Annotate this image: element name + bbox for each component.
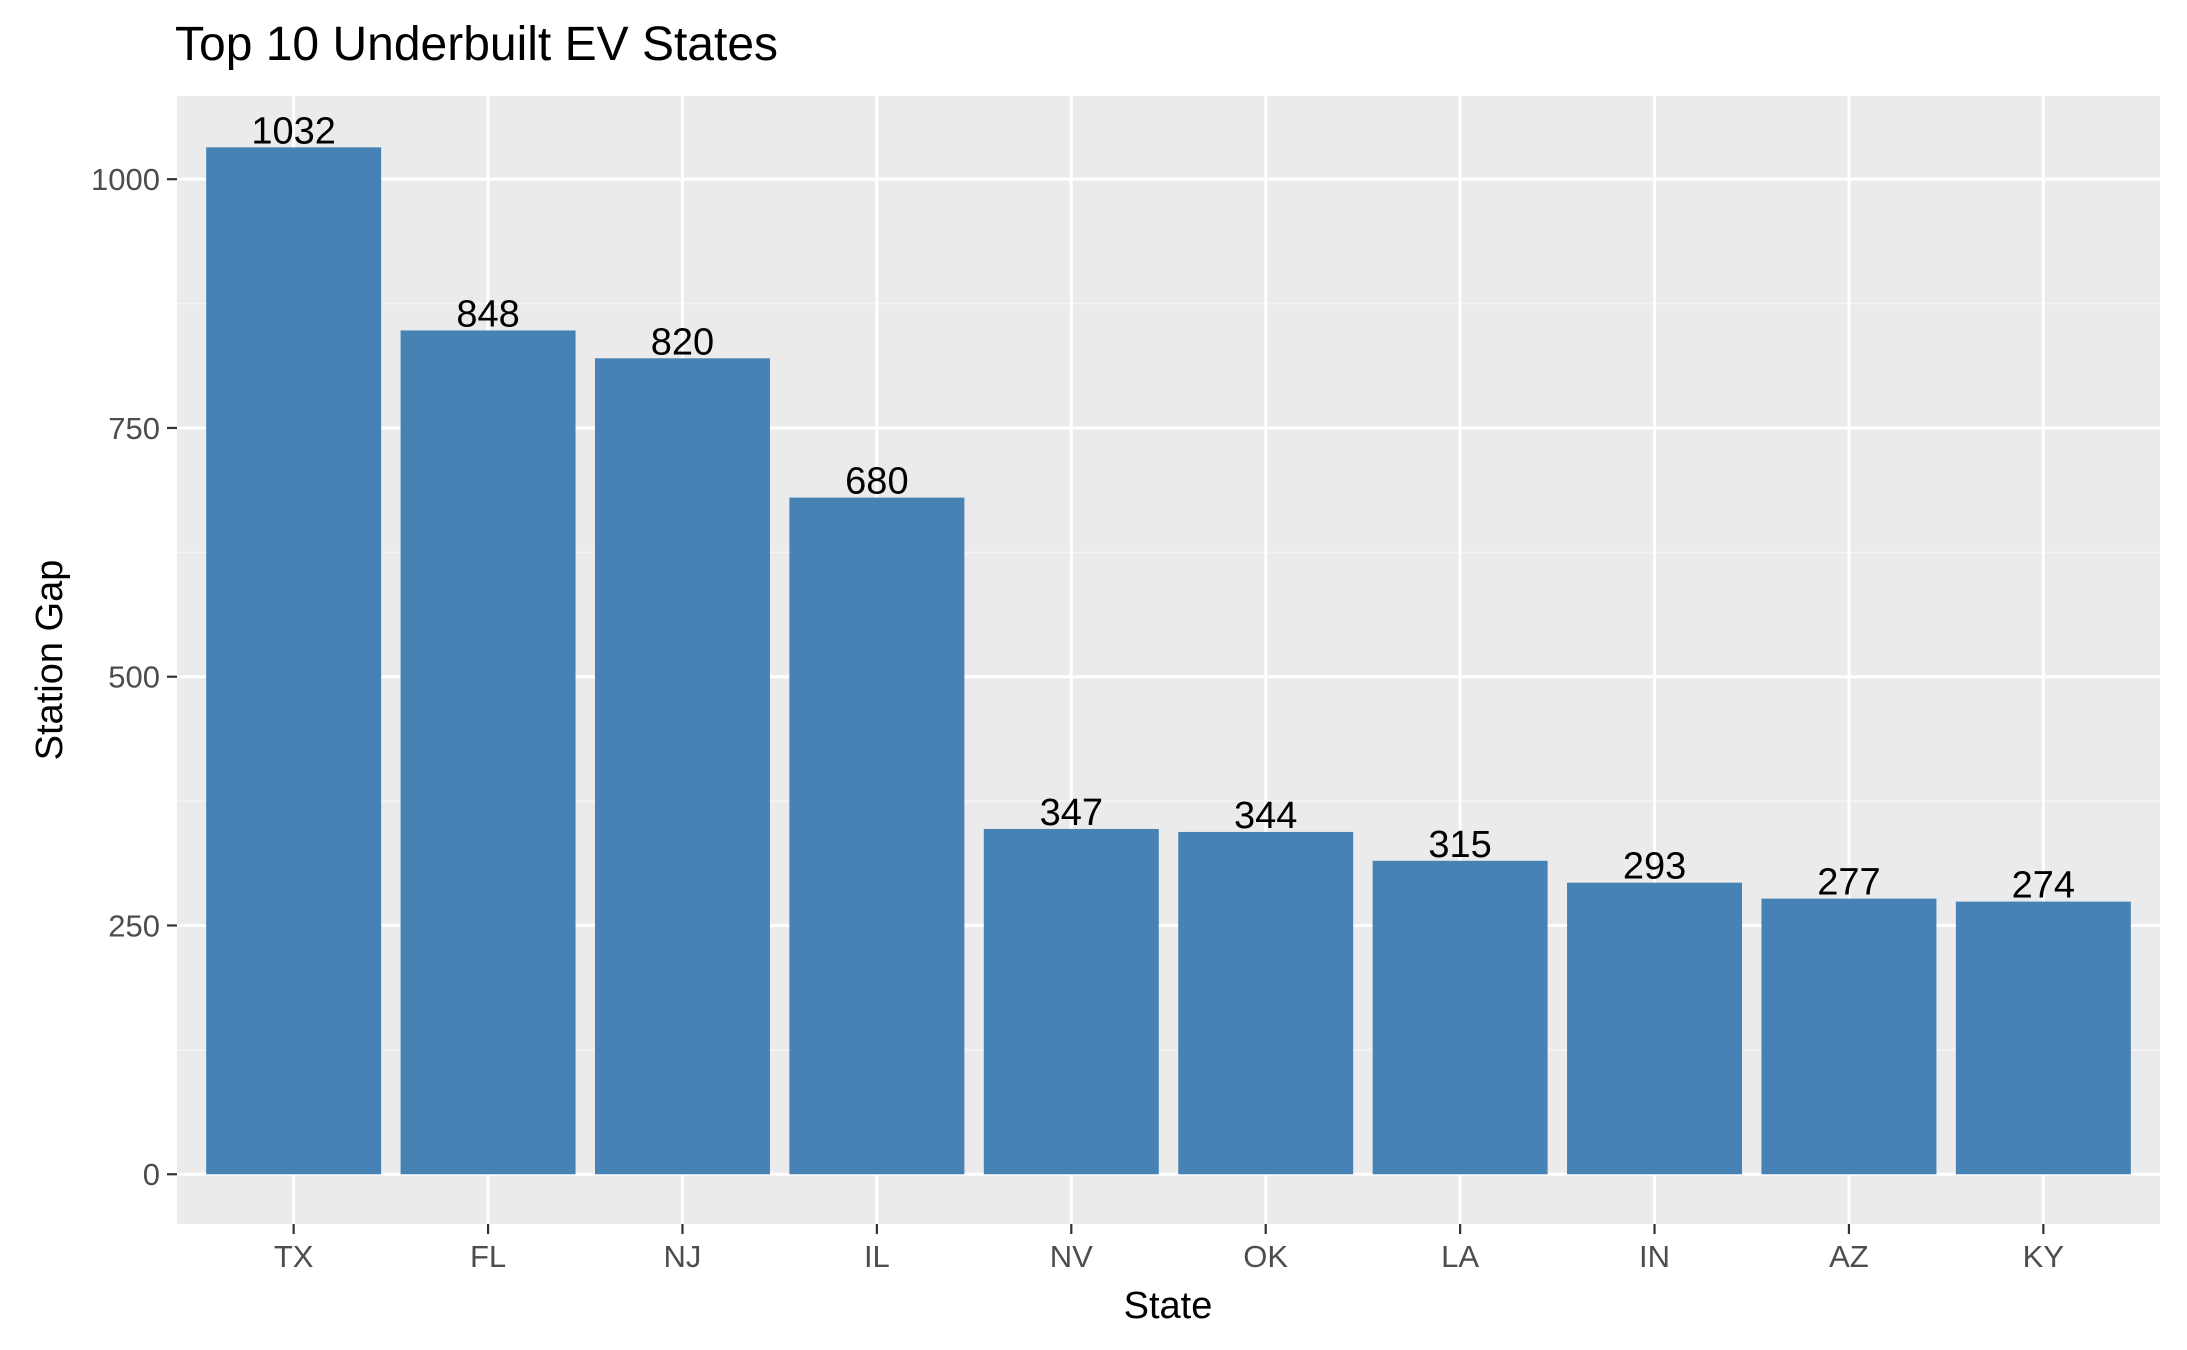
data-label-fl: 848: [456, 293, 519, 335]
data-label-nv: 347: [1040, 792, 1103, 834]
data-label-ky: 274: [2012, 865, 2075, 907]
x-tick-label-nv: NV: [1050, 1239, 1093, 1274]
data-labels: 1032 848 820 680 347 344 315 293 277 274: [251, 110, 2075, 906]
x-tick-label-in: IN: [1639, 1239, 1670, 1274]
bar-il: [789, 497, 965, 1175]
bar-nj: [594, 358, 770, 1175]
x-tick-label-la: LA: [1441, 1239, 1479, 1274]
x-tick-label-il: IL: [864, 1239, 890, 1274]
x-axis-title: State: [1124, 1285, 1213, 1327]
chart-title: Top 10 Underbuilt EV States: [175, 18, 778, 71]
x-tick-label-tx: TX: [274, 1239, 314, 1274]
data-label-tx: 1032: [251, 110, 336, 152]
y-tick-label: 500: [108, 660, 160, 695]
x-tick-label-ok: OK: [1243, 1239, 1288, 1274]
bar-in: [1567, 882, 1743, 1175]
y-tick-label: 750: [108, 411, 160, 446]
bar-ok: [1178, 831, 1354, 1175]
bar-tx: [206, 147, 382, 1175]
data-label-la: 315: [1428, 824, 1491, 866]
bar-series: [206, 147, 2131, 1175]
y-tick-label: 250: [108, 908, 160, 943]
data-label-in: 293: [1623, 846, 1686, 888]
x-tick-label-nj: NJ: [664, 1239, 702, 1274]
x-tick-label-az: AZ: [1829, 1239, 1869, 1274]
y-tick-label: 1000: [91, 162, 160, 197]
bar-fl: [400, 330, 576, 1175]
y-tick-label: 0: [143, 1157, 160, 1192]
data-label-nj: 820: [651, 321, 714, 363]
bar-ky: [1955, 901, 2131, 1175]
data-label-ok: 344: [1234, 795, 1297, 837]
y-axis: 0 250 500 750 1000: [91, 162, 177, 1192]
x-tick-label-fl: FL: [470, 1239, 506, 1274]
bar-az: [1761, 898, 1937, 1175]
bar-nv: [983, 828, 1159, 1175]
y-axis-title: Station Gap: [29, 560, 71, 761]
x-axis: TX FL NJ IL NV OK LA IN AZ KY: [274, 1224, 2064, 1274]
data-label-az: 277: [1817, 862, 1880, 904]
x-tick-label-ky: KY: [2023, 1239, 2064, 1274]
bar-la: [1372, 860, 1548, 1175]
data-label-il: 680: [845, 461, 908, 503]
